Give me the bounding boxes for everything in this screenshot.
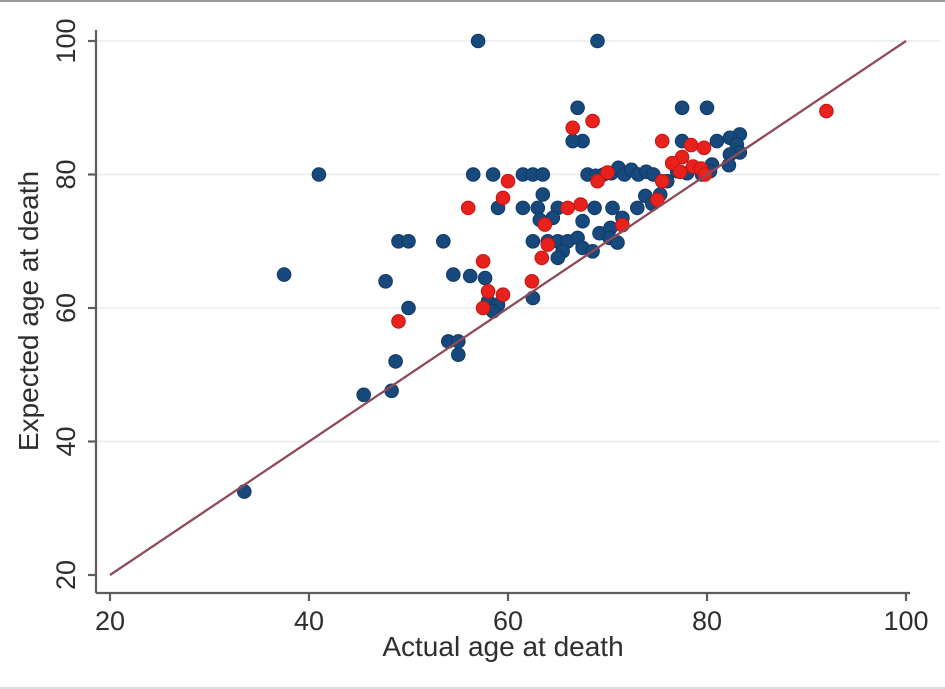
data-point-blue-series [674, 100, 690, 116]
data-point-blue-series [605, 200, 620, 216]
x-axis-title: Actual age at death [382, 631, 623, 662]
data-point-red-series [654, 173, 670, 189]
data-point-blue-series [378, 274, 393, 289]
data-point-red-series [524, 274, 540, 289]
data-point-red-series [534, 250, 550, 266]
data-point-red-series [495, 287, 511, 303]
data-point-red-series [573, 197, 588, 212]
x-tick-label: 100 [883, 606, 928, 636]
data-point-red-series [585, 113, 600, 129]
data-point-blue-series [515, 200, 531, 216]
identity-line [109, 40, 907, 576]
data-point-red-series [475, 300, 491, 316]
data-point-red-series [672, 164, 688, 180]
data-point-blue-series [436, 234, 451, 249]
data-point-red-series [495, 190, 511, 206]
data-point-blue-series [699, 100, 715, 116]
data-point-red-series [654, 133, 670, 149]
data-point-blue-series [465, 167, 481, 182]
data-point-red-series [683, 137, 699, 153]
data-point-blue-series [535, 167, 551, 182]
data-point-blue-series [525, 234, 541, 249]
x-tick-label: 80 [692, 606, 722, 636]
data-point-blue-series [587, 200, 602, 216]
x-tick-label: 60 [493, 606, 523, 636]
data-point-blue-series [446, 267, 461, 282]
axes [88, 30, 910, 601]
y-tick-label: 100 [51, 18, 81, 63]
reference-line [109, 40, 907, 576]
data-point-blue-series [470, 33, 486, 49]
data-point-blue-series [565, 133, 581, 149]
gridlines [97, 40, 940, 443]
data-point-red-series [565, 120, 581, 136]
data-point-blue-series [451, 347, 466, 363]
y-tick-label: 80 [51, 159, 81, 189]
data-point-blue-series [356, 387, 372, 403]
data-point-red-series [590, 173, 605, 189]
data-point-blue-series [530, 200, 546, 216]
data-point-blue-series [477, 270, 493, 286]
data-point-red-series [537, 217, 553, 232]
data-point-blue-series [630, 200, 645, 216]
data-point-red-series [819, 103, 834, 119]
data-point-blue-series [570, 100, 585, 116]
y-axis-title: Expected age at death [13, 171, 44, 451]
data-point-red-series [540, 237, 556, 252]
data-point-blue-series [276, 267, 292, 282]
y-tick-label: 60 [51, 293, 81, 323]
data-point-red-series [500, 173, 516, 189]
data-point-red-series [480, 284, 496, 299]
x-tick-label: 40 [294, 606, 324, 636]
data-point-blue-series [401, 300, 416, 316]
data-point-blue-series [550, 250, 566, 266]
data-point-blue-series [535, 187, 551, 202]
data-point-red-series [391, 314, 406, 329]
data-point-red-series [560, 200, 576, 216]
data-point-red-series [696, 140, 712, 156]
data-point-blue-series [311, 167, 327, 182]
top-border [0, 0, 945, 2]
data-point-blue-series [388, 354, 403, 369]
y-tick-label: 40 [51, 426, 81, 456]
data-point-blue-series [590, 33, 605, 49]
x-tick-label: 20 [95, 606, 125, 636]
data-point-red-series [475, 253, 491, 269]
y-tick-label: 20 [51, 560, 81, 590]
data-points [237, 33, 834, 499]
bottom-border [0, 687, 945, 689]
data-point-blue-series [401, 234, 416, 249]
data-point-red-series [460, 200, 476, 216]
data-point-blue-series [462, 268, 478, 284]
data-point-blue-series [485, 167, 501, 182]
data-point-blue-series [575, 213, 590, 229]
data-point-red-series [600, 165, 615, 180]
data-point-blue-series [709, 133, 725, 149]
tick-labels: 20 40 60 80 100 20 40 60 80 100 [51, 18, 928, 636]
